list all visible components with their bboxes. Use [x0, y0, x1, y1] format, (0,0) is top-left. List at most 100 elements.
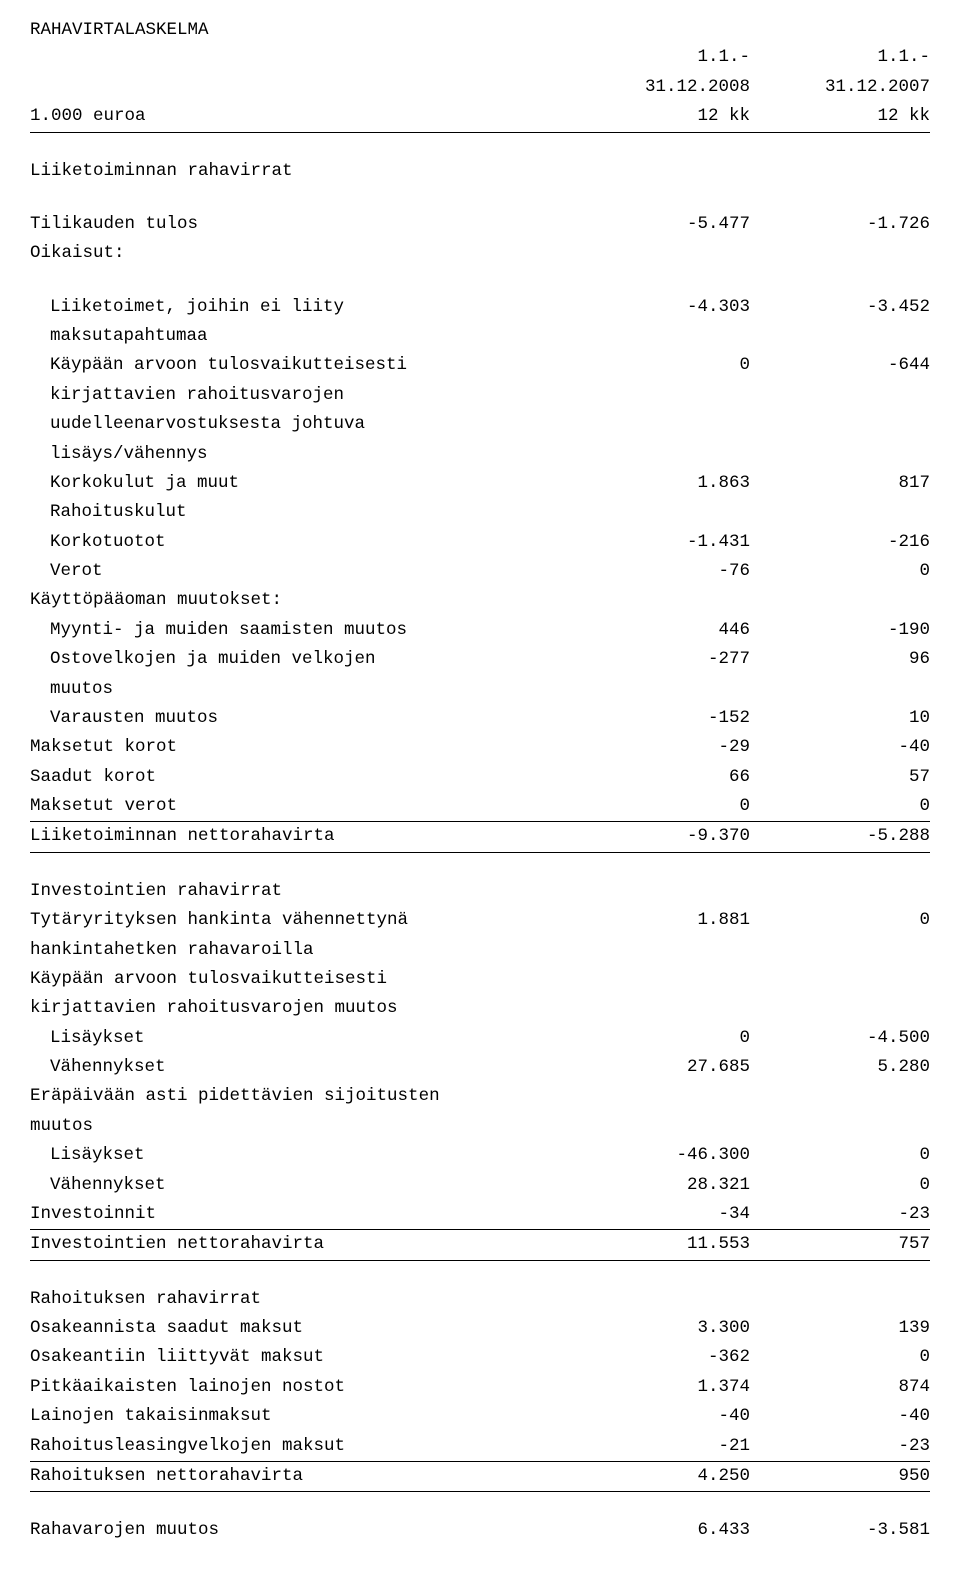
tilikauden-v2: -1.726	[750, 210, 930, 239]
op-netto-v1: -9.370	[570, 822, 750, 852]
page: RAHAVIRTALASKELMA 1.1.- 1.1.- 31.12.2008…	[0, 0, 960, 1576]
investoinnit-label: Investoinnit	[30, 1200, 570, 1230]
lisaykset2-v2: 0	[750, 1141, 930, 1170]
tilikauden-row: Tilikauden tulos -5.477 -1.726	[30, 210, 930, 239]
liiketoimet-row-1: Liiketoimet, joihin ei liity -4.303 -3.4…	[30, 293, 930, 322]
maksetut-verot-v1: 0	[570, 792, 750, 822]
col1-duration: 12 kk	[570, 102, 750, 132]
osakeannista-v2: 139	[750, 1314, 930, 1343]
header-row-2: 31.12.2008 31.12.2007	[30, 73, 930, 102]
lisaykset2-row: Lisäykset -46.300 0	[30, 1141, 930, 1170]
blank-cell	[570, 1285, 750, 1314]
kayttopaa-row: Käyttöpääoman muutokset:	[30, 586, 930, 615]
korkokulut-v2: 817	[750, 469, 930, 498]
kaypaan-row-2: kirjattavien rahoitusvarojen	[30, 381, 930, 410]
leasing-row: Rahoitusleasingvelkojen maksut -21 -23	[30, 1432, 930, 1462]
blank-cell	[750, 157, 930, 186]
kaypaan-l2: kirjattavien rahoitusvarojen	[30, 381, 570, 410]
liiketoimet-v2: -3.452	[750, 293, 930, 322]
varausten-row: Varausten muutos -152 10	[30, 704, 930, 733]
lisaykset1-v2: -4.500	[750, 1024, 930, 1053]
blank-cell	[570, 1082, 750, 1111]
oikaisut-row: Oikaisut:	[30, 239, 930, 268]
kaypaan-l4: lisäys/vähennys	[30, 440, 570, 469]
tytar-row-1: Tytäryrityksen hankinta vähennettynä 1.8…	[30, 906, 930, 935]
inv-kaypaan-l2: kirjattavien rahoitusvarojen muutos	[30, 994, 570, 1023]
inv-kaypaan-row-1: Käypään arvoon tulosvaikutteisesti	[30, 965, 930, 994]
osakeantiin-v1: -362	[570, 1343, 750, 1372]
blank-cell	[30, 73, 570, 102]
rahavarojen-v1: 6.433	[570, 1516, 750, 1545]
blank-cell	[30, 43, 570, 72]
spacer	[30, 852, 930, 877]
varausten-v1: -152	[570, 704, 750, 733]
myynti-row: Myynti- ja muiden saamisten muutos 446 -…	[30, 616, 930, 645]
spacer	[30, 1260, 930, 1285]
inv-netto-v2: 757	[750, 1230, 930, 1260]
col2-duration: 12 kk	[750, 102, 930, 132]
fin-netto-label: Rahoituksen nettorahavirta	[30, 1461, 570, 1491]
fin-heading: Rahoituksen rahavirrat	[30, 1285, 570, 1314]
blank-cell	[570, 410, 750, 439]
verot-row: Verot -76 0	[30, 557, 930, 586]
blank-cell	[750, 675, 930, 704]
blank-cell	[750, 498, 930, 527]
lisaykset1-row: Lisäykset 0 -4.500	[30, 1024, 930, 1053]
ostovelat-v1: -277	[570, 645, 750, 674]
korkokulut-v1: 1.863	[570, 469, 750, 498]
myynti-v1: 446	[570, 616, 750, 645]
blank-cell	[750, 936, 930, 965]
tytar-v1: 1.881	[570, 906, 750, 935]
saadut-korot-label: Saadut korot	[30, 763, 570, 792]
blank-cell	[750, 440, 930, 469]
tilikauden-v1: -5.477	[570, 210, 750, 239]
lisaykset2-label: Lisäykset	[30, 1141, 570, 1170]
pitkaaik-label: Pitkäaikaisten lainojen nostot	[30, 1373, 570, 1402]
blank-cell	[750, 1112, 930, 1141]
blank-cell	[570, 1112, 750, 1141]
ostovelat-v2: 96	[750, 645, 930, 674]
blank-cell	[570, 157, 750, 186]
kaypaan-row-3: uudelleenarvostuksesta johtuva	[30, 410, 930, 439]
kaypaan-l1: Käypään arvoon tulosvaikutteisesti	[30, 351, 570, 380]
blank-cell	[750, 586, 930, 615]
unit-label: 1.000 euroa	[30, 102, 570, 132]
osakeannista-label: Osakeannista saadut maksut	[30, 1314, 570, 1343]
myynti-label: Myynti- ja muiden saamisten muutos	[30, 616, 570, 645]
inv-heading-row: Investointien rahavirrat	[30, 877, 930, 906]
liiketoimet-row-2: maksutapahtumaa	[30, 322, 930, 351]
blank-cell	[570, 586, 750, 615]
ostovelat-l1: Ostovelkojen ja muiden velkojen	[30, 645, 570, 674]
korkokulut-row-1: Korkokulut ja muut 1.863 817	[30, 469, 930, 498]
tytar-row-2: hankintahetken rahavaroilla	[30, 936, 930, 965]
kayttopaa-label: Käyttöpääoman muutokset:	[30, 586, 570, 615]
lainojen-label: Lainojen takaisinmaksut	[30, 1402, 570, 1431]
col2-period-start: 1.1.-	[750, 43, 930, 72]
op-heading-row: Liiketoiminnan rahavirrat	[30, 157, 930, 186]
verot-v1: -76	[570, 557, 750, 586]
blank-cell	[750, 877, 930, 906]
blank-cell	[570, 498, 750, 527]
ostovelat-l2: muutos	[30, 675, 570, 704]
vahennykset1-v2: 5.280	[750, 1053, 930, 1082]
lisaykset1-v1: 0	[570, 1024, 750, 1053]
lainojen-v2: -40	[750, 1402, 930, 1431]
blank-cell	[570, 381, 750, 410]
erapaivaan-row-2: muutos	[30, 1112, 930, 1141]
korkokulut-l1: Korkokulut ja muut	[30, 469, 570, 498]
vahennykset2-v1: 28.321	[570, 1171, 750, 1200]
varausten-label: Varausten muutos	[30, 704, 570, 733]
blank-cell	[750, 994, 930, 1023]
fin-heading-row: Rahoituksen rahavirrat	[30, 1285, 930, 1314]
kaypaan-l3: uudelleenarvostuksesta johtuva	[30, 410, 570, 439]
blank-cell	[750, 322, 930, 351]
inv-netto-label: Investointien nettorahavirta	[30, 1230, 570, 1260]
pitkaaik-v2: 874	[750, 1373, 930, 1402]
maksetut-verot-label: Maksetut verot	[30, 792, 570, 822]
osakeantiin-row: Osakeantiin liittyvät maksut -362 0	[30, 1343, 930, 1372]
blank-cell	[570, 322, 750, 351]
leasing-v2: -23	[750, 1432, 930, 1462]
blank-cell	[570, 994, 750, 1023]
lainojen-v1: -40	[570, 1402, 750, 1431]
saadut-korot-row: Saadut korot 66 57	[30, 763, 930, 792]
